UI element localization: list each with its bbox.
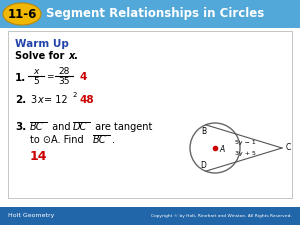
Bar [0,207,300,225]
Text: Segment Relationships in Circles: Segment Relationships in Circles [46,7,264,20]
Text: 2.: 2. [15,95,26,105]
Text: Solve for: Solve for [15,51,68,61]
Text: 4: 4 [80,72,87,82]
Bar [8,31,292,198]
Text: D: D [201,161,207,170]
Text: and: and [49,122,74,132]
Text: 2: 2 [73,92,77,98]
Text: Holt Geometry: Holt Geometry [8,214,54,218]
Text: = 12: = 12 [44,95,68,105]
Text: .: . [112,135,115,145]
Text: 14: 14 [30,149,47,162]
Text: 35: 35 [58,76,70,86]
Text: 3: 3 [30,95,36,105]
Text: 11-6: 11-6 [7,7,37,20]
Text: are tangent: are tangent [92,122,152,132]
Text: Copyright © by Holt, Rinehart and Winston. All Rights Reserved.: Copyright © by Holt, Rinehart and Winsto… [151,214,292,218]
Text: 3.: 3. [15,122,26,132]
Text: x: x [68,51,74,61]
Text: 3y + 5: 3y + 5 [236,151,256,156]
Bar [0,0,300,28]
Text: 5y − 1: 5y − 1 [236,140,256,145]
Text: Warm Up: Warm Up [15,39,69,49]
Text: BC: BC [93,135,106,145]
Text: x: x [37,95,43,105]
Text: A: A [219,146,224,155]
Text: =: = [46,72,54,81]
Text: 48: 48 [80,95,94,105]
Text: C: C [285,144,291,153]
Ellipse shape [3,3,41,25]
Text: 5: 5 [33,76,39,86]
Text: BC: BC [30,122,43,132]
Text: DC: DC [73,122,87,132]
Text: B: B [201,127,206,136]
Text: 1.: 1. [15,73,26,83]
Text: x: x [33,68,39,76]
Text: to ⊙A. Find: to ⊙A. Find [30,135,87,145]
Text: 28: 28 [58,68,70,76]
Text: .: . [74,51,78,61]
